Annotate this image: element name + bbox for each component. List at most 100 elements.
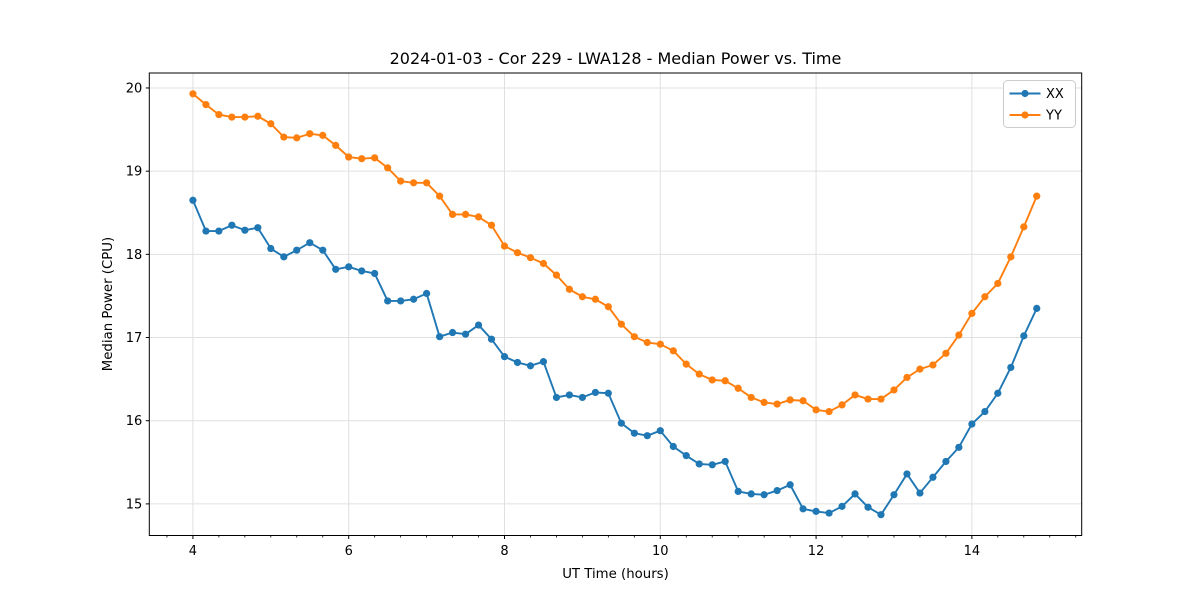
tick-labels: 4 6 8 10 12 14 15 16 17 18 19 20 [126, 81, 980, 559]
data-point-marker [228, 221, 236, 229]
data-point-marker [436, 192, 444, 200]
series-line-xx [191, 199, 1038, 516]
data-point-marker [994, 279, 1002, 288]
data-point-marker [241, 226, 249, 234]
data-point-marker [708, 376, 716, 384]
data-point-marker [267, 120, 275, 128]
data-point-marker [734, 487, 742, 496]
data-point-marker [799, 505, 807, 513]
data-point-marker [591, 295, 600, 303]
data-point-marker [643, 432, 651, 440]
data-point-marker [371, 269, 379, 278]
data-point-marker [332, 265, 340, 273]
data-point-marker [500, 242, 509, 250]
data-point-marker [786, 396, 794, 404]
legend-label-yy: YY [1045, 109, 1062, 124]
data-point-marker [513, 249, 522, 257]
data-point-marker [423, 289, 431, 298]
series-yy [189, 90, 1041, 416]
data-point-marker [773, 486, 781, 495]
data-point-marker [630, 429, 638, 437]
data-point-marker [436, 333, 444, 341]
data-point-marker [591, 388, 600, 397]
data-point-marker [916, 489, 924, 497]
data-point-marker [254, 112, 262, 120]
data-point-marker [890, 491, 898, 499]
data-point-marker [812, 507, 820, 515]
data-point-marker [682, 452, 690, 460]
data-point-marker [448, 210, 457, 219]
data-point-marker [319, 131, 327, 139]
data-point-marker [254, 224, 262, 232]
data-point-marker [215, 227, 223, 235]
data-point-marker [968, 420, 976, 428]
data-point-marker [1020, 223, 1028, 231]
data-point-marker [786, 481, 794, 489]
data-point-marker [656, 427, 664, 435]
data-point-marker [306, 130, 314, 138]
data-point-marker [241, 113, 249, 121]
data-point-marker [747, 490, 755, 498]
data-point-marker [994, 389, 1002, 397]
data-point-marker [306, 239, 314, 247]
data-point-marker [747, 393, 755, 402]
data-point-marker [189, 90, 197, 98]
data-point-marker [929, 473, 937, 481]
data-point-marker [812, 406, 820, 414]
y-tick-label: 19 [126, 165, 143, 180]
data-point-marker [955, 443, 963, 451]
data-point-marker [604, 303, 612, 311]
data-point-marker [838, 502, 846, 510]
data-point-marker [293, 246, 301, 254]
y-tick-label: 20 [126, 81, 143, 96]
data-point-marker [968, 309, 976, 317]
data-point-marker [1033, 192, 1041, 200]
data-point-marker [474, 213, 483, 221]
data-point-marker [202, 227, 210, 235]
data-point-marker [955, 331, 963, 339]
data-point-marker [929, 361, 937, 369]
series-xx [189, 196, 1041, 519]
x-tick-label: 4 [189, 544, 197, 559]
x-tick-label: 6 [345, 544, 353, 559]
y-tick-label: 17 [126, 331, 143, 346]
y-tick-label: 16 [126, 414, 143, 429]
data-point-marker [293, 134, 301, 142]
data-point-marker [384, 164, 392, 172]
data-point-marker [916, 365, 924, 373]
data-point-marker [604, 389, 612, 397]
data-point-marker [1020, 332, 1028, 340]
y-axis-label: Median Power (CPU) [101, 237, 116, 371]
legend-marker-xx [1021, 89, 1029, 98]
data-point-marker [773, 400, 781, 408]
x-tick-label: 12 [808, 544, 825, 559]
data-point-marker [630, 333, 638, 341]
data-point-marker [474, 321, 483, 329]
data-point-marker [578, 393, 586, 402]
data-point-marker [1007, 363, 1015, 372]
data-point-marker [760, 491, 768, 499]
data-point-marker [552, 271, 561, 279]
data-point-marker [397, 297, 405, 305]
data-point-marker [656, 340, 664, 348]
data-point-marker [371, 154, 379, 162]
data-point-marker [903, 373, 911, 382]
data-point-marker [384, 297, 392, 305]
data-point-marker [423, 179, 431, 187]
data-point-marker [617, 320, 625, 328]
x-tick-label: 10 [652, 544, 669, 559]
data-point-marker [358, 267, 366, 275]
legend-item-xx: XX [1009, 87, 1064, 102]
data-point-marker [332, 141, 340, 149]
data-point-marker [487, 335, 496, 343]
data-point-marker [578, 293, 586, 301]
data-point-marker [942, 457, 950, 466]
axis-ticks [145, 87, 1077, 539]
data-point-marker [864, 395, 872, 403]
data-point-marker [500, 353, 509, 361]
data-point-marker [280, 133, 288, 141]
series-layer [189, 90, 1041, 519]
y-tick-label: 15 [126, 497, 143, 512]
legend: XX YY [1003, 80, 1076, 128]
